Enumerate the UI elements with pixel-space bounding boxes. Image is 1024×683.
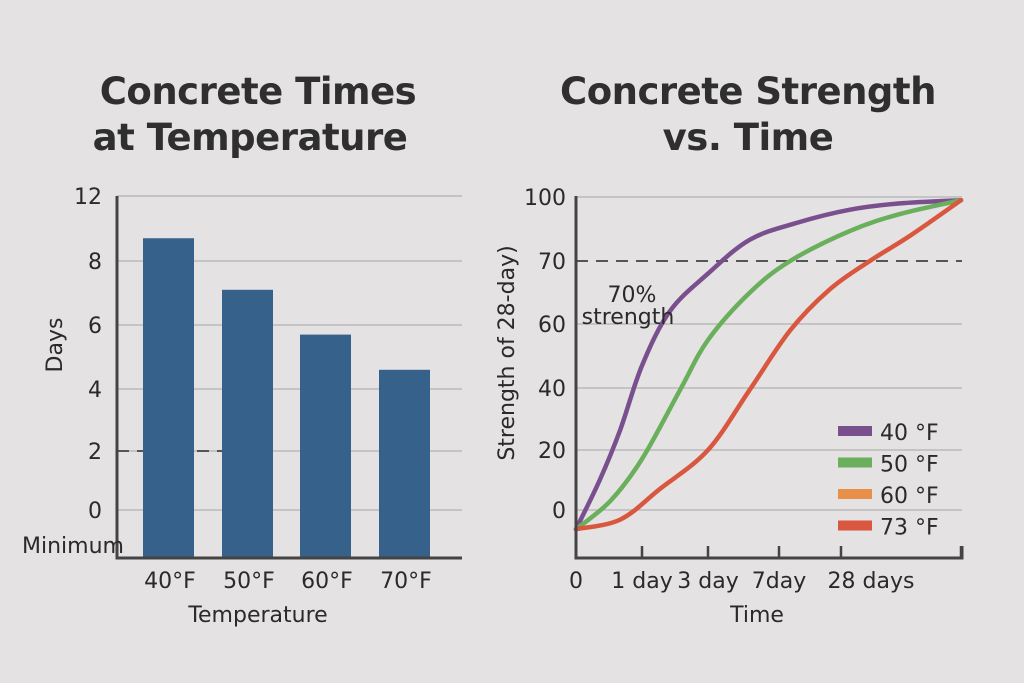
x-tick-label: 1 day <box>611 569 672 594</box>
minimum-label: Minimum <box>22 534 124 559</box>
y-tick-label: 4 <box>88 378 102 403</box>
series-line-40F <box>573 197 964 532</box>
y-tick-label: 70 <box>538 250 566 275</box>
x-tick-label: 3 day <box>677 569 738 594</box>
y-tick-label: 60 <box>538 313 566 338</box>
reference-label-line-1: 70% <box>608 283 657 308</box>
series-line-50F <box>573 197 964 532</box>
line-chart-title-line-1: Concrete Strength <box>560 70 936 113</box>
x-tick-label: 7day <box>752 569 806 594</box>
line-chart: 0 20 40 60 70 100 0 1 day 3 day 7day 28 days 40 °F 5… <box>524 186 964 594</box>
x-tick-label: 70°F <box>380 569 432 594</box>
y-tick-label: 0 <box>552 499 566 524</box>
reference-label-line-2: strength <box>582 305 675 330</box>
x-tick-label: 28 days <box>828 569 915 594</box>
y-tick-label: 8 <box>88 250 102 275</box>
bar-chart-x-label: Temperature <box>187 603 327 628</box>
legend-label: 50 °F <box>880 453 939 478</box>
line-chart-x-label: Time <box>729 603 784 628</box>
y-tick-label: 40 <box>538 377 566 402</box>
y-tick-label: 20 <box>538 439 566 464</box>
legend-swatch <box>838 520 872 531</box>
line-chart-title-line-2: vs. Time <box>663 116 834 159</box>
x-tick-label: 60°F <box>301 569 353 594</box>
x-tick-label: 0 <box>569 569 583 594</box>
bar-chart-title-line-1: Concrete Times <box>100 70 416 113</box>
legend-label: 60 °F <box>880 484 939 509</box>
bar-chart-y-label: Days <box>43 318 68 373</box>
bar-70°F <box>379 369 430 558</box>
bar-60°F <box>300 334 351 558</box>
bar-chart-title-line-2: at Temperature <box>93 116 408 159</box>
y-tick-label: 6 <box>88 314 102 339</box>
legend-swatch <box>838 457 872 468</box>
legend-swatch <box>838 426 872 436</box>
line-chart-y-label: Strength of 28-day) <box>495 245 520 460</box>
x-tick-label: 50°F <box>223 569 275 594</box>
axes <box>574 196 964 560</box>
x-tick-label: 40°F <box>144 569 196 594</box>
bar-50°F <box>222 289 273 558</box>
series-line-73F <box>573 197 964 532</box>
legend-label: 40 °F <box>880 421 939 446</box>
y-tick-label: 100 <box>524 186 566 211</box>
y-tick-label: 2 <box>88 440 102 465</box>
y-tick-label: 12 <box>74 185 102 210</box>
axes <box>115 196 462 560</box>
legend-swatch <box>838 489 872 499</box>
legend-label: 73 °F <box>880 516 939 541</box>
bar-chart: 0 2 4 6 8 12 40°F 50°F 60°F 70°F <box>74 185 462 594</box>
y-tick-label: 0 <box>88 499 102 524</box>
bar-40°F <box>143 238 194 558</box>
